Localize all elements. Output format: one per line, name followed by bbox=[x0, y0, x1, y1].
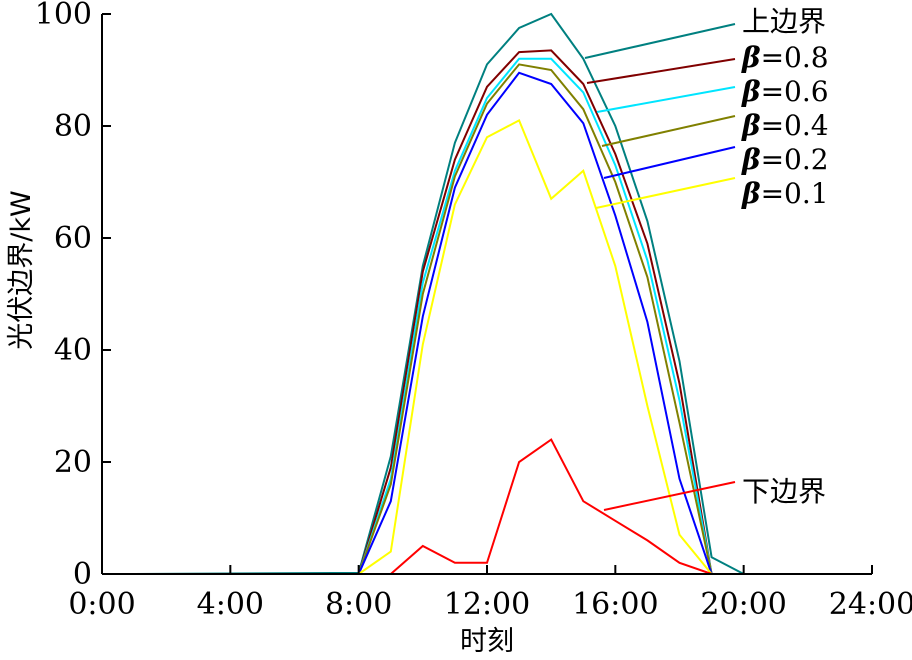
x-tick-label-1: 4:00 bbox=[197, 587, 264, 622]
legend-label-6: 下边界 bbox=[742, 475, 826, 508]
x-tick-label-4: 16:00 bbox=[572, 587, 658, 622]
legend-pointer-2 bbox=[596, 86, 736, 113]
ticks-layer: 0:00 4:00 8:00 12:00 16:00 20:00 24:00 0 20 40 60 8… bbox=[35, 0, 912, 622]
x-tick-label-5: 20:00 bbox=[700, 587, 786, 622]
x-tick-label-0: 0:00 bbox=[68, 587, 135, 622]
x-tick-label-3: 12:00 bbox=[444, 587, 530, 622]
y-tick-label-2: 40 bbox=[54, 333, 92, 368]
legend-label-3: β=0.4 bbox=[741, 109, 829, 142]
series-line-5 bbox=[134, 119, 872, 575]
series-line-2 bbox=[134, 57, 872, 575]
legend-label-2: β=0.6 bbox=[741, 75, 829, 108]
series-line-1 bbox=[134, 49, 872, 575]
legend-label-1: β=0.8 bbox=[741, 41, 829, 74]
y-axis-title: 光伏边界/kW bbox=[6, 190, 37, 349]
legend-pointer-4 bbox=[603, 146, 736, 179]
y-tick-label-1: 20 bbox=[54, 445, 92, 480]
y-tick-label-5: 100 bbox=[35, 0, 92, 32]
legend-label-4: β=0.2 bbox=[741, 143, 829, 176]
legend-pointer-5 bbox=[595, 177, 736, 209]
y-tick-label-4: 80 bbox=[54, 109, 92, 144]
legend-pointer-3 bbox=[601, 115, 736, 147]
legend-label-5: β=0.1 bbox=[741, 177, 829, 210]
y-tick-label-0: 0 bbox=[73, 557, 92, 592]
x-tick-label-6: 24:00 bbox=[829, 587, 912, 622]
legend-pointer-0 bbox=[584, 23, 736, 59]
series-line-4 bbox=[134, 71, 872, 575]
series-line-3 bbox=[134, 63, 872, 575]
series-layer bbox=[134, 12, 872, 575]
x-axis-title: 时刻 bbox=[460, 626, 514, 657]
y-tick-label-3: 60 bbox=[54, 221, 92, 256]
legend-pointer-1 bbox=[586, 58, 736, 84]
x-tick-label-2: 8:00 bbox=[325, 587, 392, 622]
legend-label-0: 上边界 bbox=[742, 5, 826, 38]
legend-pointer-6 bbox=[603, 481, 736, 511]
series-line-6 bbox=[134, 438, 872, 575]
series-line-0 bbox=[134, 12, 872, 575]
